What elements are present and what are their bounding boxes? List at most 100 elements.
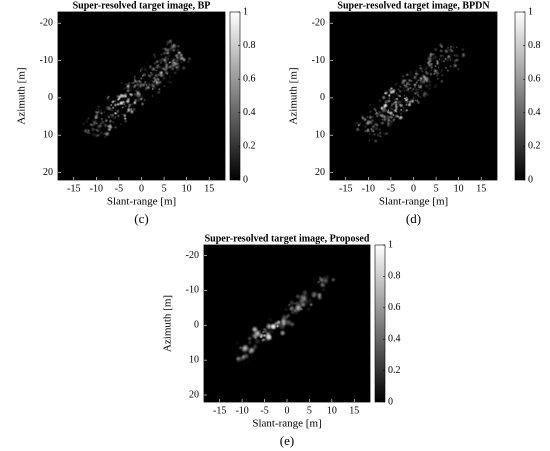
speckle — [382, 104, 387, 109]
speckle — [373, 107, 377, 111]
y-axis-label: Azimuth [m] — [16, 67, 28, 124]
speckle — [162, 84, 166, 88]
speckle — [451, 54, 454, 57]
speckle — [436, 77, 440, 81]
speckle — [388, 97, 391, 100]
speckle — [309, 302, 314, 307]
speckle — [387, 93, 392, 98]
speckle — [151, 94, 154, 98]
speckle — [393, 118, 396, 121]
colorbar — [374, 244, 386, 403]
x-axis-label: Slant-range [m] — [252, 418, 321, 430]
speckle — [381, 95, 387, 100]
speckle — [293, 304, 302, 313]
speckle — [397, 88, 401, 92]
y-tick-label: -20 — [312, 17, 325, 28]
speckle — [117, 94, 123, 99]
x-tick-label: -15 — [339, 183, 352, 194]
speckle — [377, 117, 381, 121]
speckle — [128, 92, 132, 96]
speckle — [122, 113, 127, 118]
speckle — [94, 110, 99, 115]
speckle — [126, 99, 131, 103]
colorbar-tick-label: 0.2 — [243, 141, 256, 152]
speckle — [461, 52, 466, 57]
speckle — [438, 58, 441, 61]
speckle — [429, 68, 433, 72]
speckle — [230, 353, 234, 357]
speckle — [233, 339, 241, 347]
y-tick-label: 10 — [315, 129, 325, 140]
speckle — [240, 346, 249, 354]
speckle — [441, 59, 445, 63]
speckle — [394, 102, 398, 107]
x-axis-label: Slant-range [m] — [107, 196, 176, 208]
colorbar — [229, 11, 241, 181]
speckle — [438, 42, 443, 48]
speckle — [289, 321, 296, 328]
speckle — [378, 98, 382, 103]
speckle — [90, 126, 96, 132]
speckle — [166, 57, 170, 61]
speckle — [111, 115, 117, 121]
speckle — [120, 81, 123, 85]
speckle — [400, 80, 406, 86]
speckle — [155, 80, 159, 84]
speckle — [380, 121, 385, 126]
speckle — [413, 75, 418, 79]
colorbar-tick-label: 0.4 — [528, 107, 541, 118]
speckle — [416, 100, 421, 105]
speckle — [451, 57, 454, 61]
y-tick-label: 10 — [43, 129, 53, 140]
y-tick-label: 20 — [43, 167, 53, 178]
speckle — [87, 129, 91, 132]
speckle — [119, 123, 123, 126]
y-tick-label: -20 — [40, 17, 53, 28]
speckle — [108, 118, 113, 123]
speckle — [90, 122, 96, 128]
speckle — [147, 82, 151, 87]
speckle — [417, 84, 420, 87]
speckle — [99, 123, 104, 128]
speckle — [398, 100, 402, 104]
speckle — [401, 108, 407, 114]
speckle — [453, 54, 456, 57]
speckle — [373, 138, 378, 144]
speckle — [102, 132, 107, 136]
speckle — [384, 131, 389, 136]
speckle — [425, 79, 428, 82]
speckle — [404, 108, 409, 113]
speckle — [435, 65, 438, 68]
speckle — [384, 111, 389, 117]
speckle — [394, 82, 399, 87]
y-tick-label: 10 — [189, 354, 199, 365]
speckle — [279, 329, 286, 337]
speckle — [125, 110, 129, 114]
speckle — [159, 53, 164, 57]
x-tick-label: 10 — [182, 183, 192, 194]
speckle — [286, 312, 291, 318]
speckle — [401, 86, 406, 90]
speckle — [372, 132, 377, 137]
speckle — [405, 87, 411, 93]
colorbar — [514, 11, 526, 181]
speckle — [434, 82, 439, 87]
speckle — [288, 299, 296, 307]
speckle — [403, 97, 407, 100]
y-tick-label: -10 — [40, 55, 53, 66]
speckle — [440, 57, 444, 61]
x-tick-label: 5 — [307, 405, 312, 416]
speckle — [123, 119, 128, 124]
speckle — [99, 130, 104, 136]
image-content — [230, 274, 336, 364]
speckle — [133, 79, 138, 84]
speckle — [127, 81, 130, 84]
chart-title: Super-resolved target image, BPDN — [337, 0, 490, 11]
speckle — [249, 347, 254, 353]
speckle — [438, 48, 444, 54]
speckle — [449, 64, 452, 68]
x-tick-label: -5 — [115, 183, 123, 194]
speckle — [283, 307, 289, 312]
colorbar-tick-label: 0 — [243, 174, 248, 185]
speckle — [86, 117, 90, 120]
